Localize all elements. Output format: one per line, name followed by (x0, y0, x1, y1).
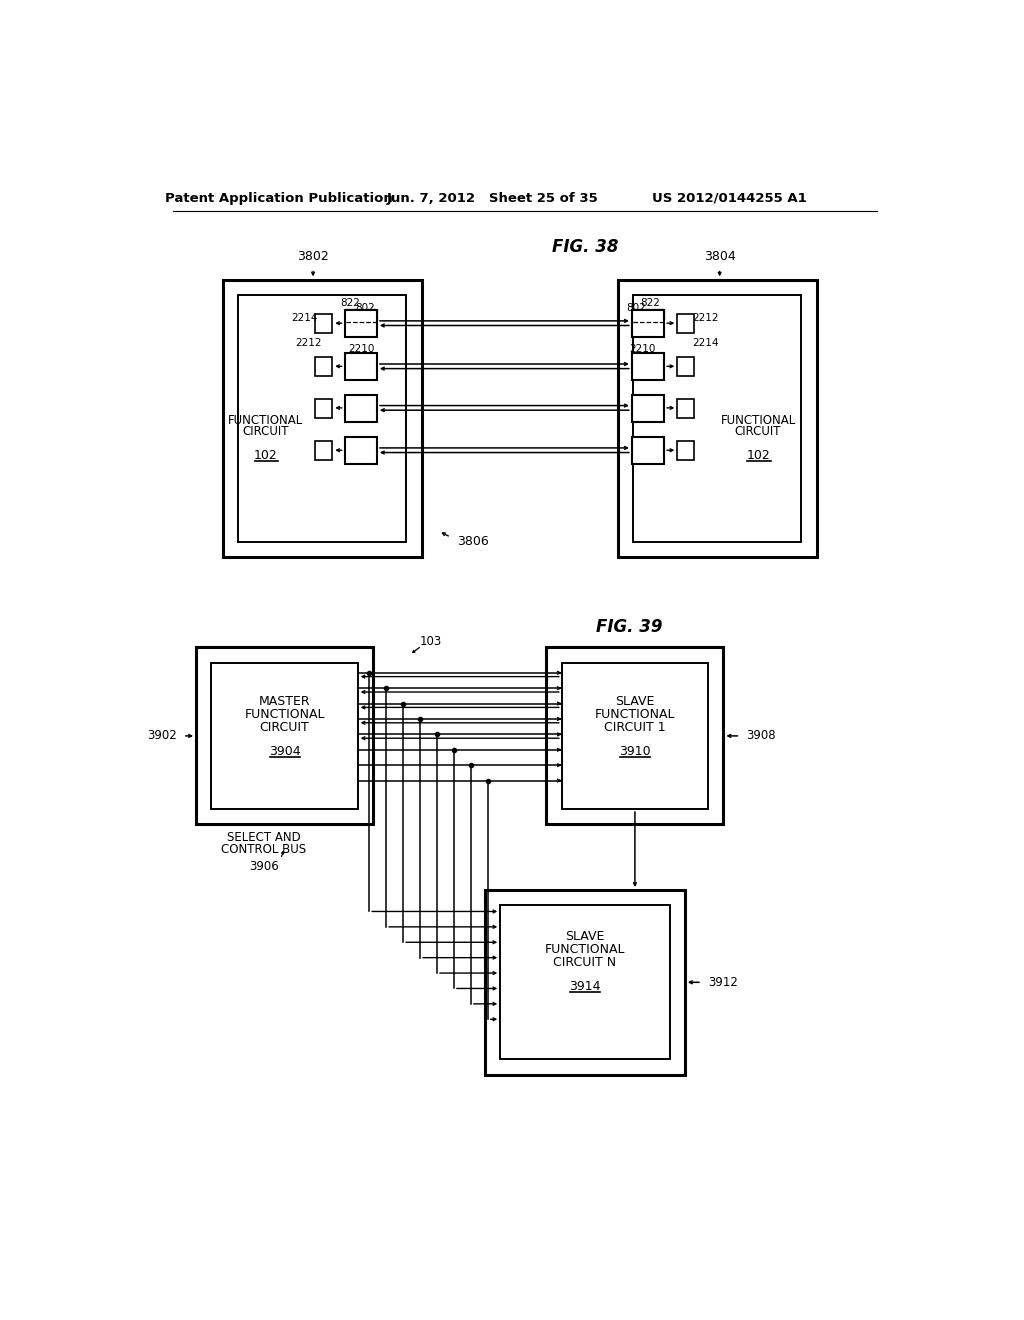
Bar (632, 437, 665, 465)
Text: 102: 102 (746, 449, 770, 462)
Text: 3912: 3912 (708, 975, 738, 989)
Text: 103: 103 (420, 635, 442, 648)
Bar (315, 441, 333, 461)
Bar (632, 310, 665, 337)
Bar (196, 647, 373, 825)
Text: SLAVE: SLAVE (565, 929, 604, 942)
Bar (345, 310, 377, 337)
Bar (547, 647, 724, 825)
Text: 2210: 2210 (630, 345, 655, 354)
Bar (632, 395, 665, 422)
Bar (223, 280, 422, 557)
Text: FIG. 39: FIG. 39 (596, 618, 663, 635)
Bar (677, 399, 694, 418)
Text: FUNCTIONAL: FUNCTIONAL (227, 413, 303, 426)
Text: FUNCTIONAL: FUNCTIONAL (595, 708, 675, 721)
Text: 3902: 3902 (147, 730, 177, 742)
Text: CIRCUIT: CIRCUIT (735, 425, 781, 438)
Text: 3802: 3802 (297, 251, 329, 264)
Text: 2214: 2214 (692, 338, 719, 348)
Text: 3806: 3806 (458, 536, 489, 548)
Bar (345, 395, 377, 422)
Text: 822: 822 (340, 298, 360, 308)
Text: 2212: 2212 (692, 313, 719, 323)
Bar (632, 354, 665, 380)
Bar (345, 437, 377, 465)
Bar (211, 663, 357, 809)
Bar (315, 399, 333, 418)
Text: 2210: 2210 (348, 345, 375, 354)
Text: 802: 802 (626, 302, 645, 313)
Text: FUNCTIONAL: FUNCTIONAL (721, 413, 796, 426)
Bar (500, 906, 670, 1059)
Text: 802: 802 (355, 302, 375, 313)
Text: CIRCUIT 1: CIRCUIT 1 (604, 721, 666, 734)
Text: FIG. 38: FIG. 38 (552, 238, 618, 256)
Bar (677, 358, 694, 376)
Text: 3804: 3804 (703, 251, 735, 264)
Bar (677, 314, 694, 333)
Text: FUNCTIONAL: FUNCTIONAL (245, 708, 325, 721)
Text: MASTER: MASTER (259, 694, 310, 708)
Bar (239, 296, 407, 543)
Text: CIRCUIT: CIRCUIT (260, 721, 309, 734)
Bar (484, 890, 685, 1074)
Bar (315, 358, 333, 376)
Text: SLAVE: SLAVE (615, 694, 654, 708)
Text: 3906: 3906 (249, 861, 279, 874)
Bar (345, 354, 377, 380)
Text: Jun. 7, 2012   Sheet 25 of 35: Jun. 7, 2012 Sheet 25 of 35 (387, 191, 598, 205)
Text: CIRCUIT: CIRCUIT (242, 425, 289, 438)
Text: Patent Application Publication: Patent Application Publication (165, 191, 393, 205)
Text: 102: 102 (253, 449, 278, 462)
Text: 3914: 3914 (569, 979, 601, 993)
Text: 3904: 3904 (268, 744, 300, 758)
Bar (634, 296, 801, 543)
Text: 2212: 2212 (295, 338, 322, 348)
Text: SELECT AND: SELECT AND (227, 832, 301, 843)
Text: FUNCTIONAL: FUNCTIONAL (545, 942, 625, 956)
Bar (677, 441, 694, 461)
Text: US 2012/0144255 A1: US 2012/0144255 A1 (652, 191, 807, 205)
Text: 2214: 2214 (291, 313, 317, 323)
Bar (562, 663, 708, 809)
Text: CIRCUIT N: CIRCUIT N (553, 956, 616, 969)
Text: 822: 822 (640, 298, 660, 308)
Text: CONTROL BUS: CONTROL BUS (221, 842, 306, 855)
Text: 3910: 3910 (620, 744, 650, 758)
Bar (315, 314, 333, 333)
Text: 3908: 3908 (746, 730, 776, 742)
Bar (617, 280, 816, 557)
